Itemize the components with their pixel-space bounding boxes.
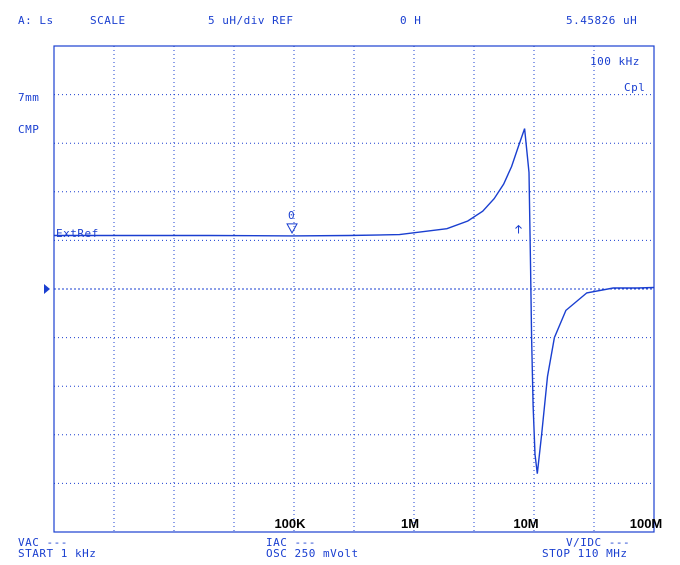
marker-1-arrow-icon — [515, 224, 522, 234]
scale-value: 5 uH/div REF — [208, 14, 293, 27]
marker-0: 0 — [286, 209, 298, 234]
x-tick-100m: 100M — [630, 516, 663, 531]
vac-label: VAC --- — [18, 536, 68, 549]
osc-label: OSC 250 mVolt — [266, 547, 359, 560]
right-mid-label: Cpl — [624, 81, 645, 94]
marker-triangle-icon — [286, 223, 298, 234]
iac-label: IAC --- — [266, 536, 316, 549]
marker-1-arrow-path — [515, 224, 522, 234]
ref-value: 0 H — [400, 14, 421, 27]
extref-label: ExtRef — [56, 227, 99, 240]
marker-value: 5.45826 uH — [566, 14, 637, 27]
scale-label: SCALE — [90, 14, 126, 27]
x-tick-1m: 1M — [401, 516, 419, 531]
marker-id-label: 0 — [288, 209, 295, 222]
x-tick-100k: 100K — [274, 516, 306, 531]
start-label: START 1 kHz — [18, 547, 96, 560]
left-top-label: 7mm — [18, 91, 39, 104]
grid — [54, 46, 654, 532]
reference-pointer-icon — [44, 284, 50, 294]
left-mid-label: CMP — [18, 123, 39, 136]
stop-label: STOP 110 MHz — [542, 547, 627, 560]
vidc-label: V/IDC --- — [566, 536, 630, 549]
x-tick-10m: 10M — [513, 516, 538, 531]
channel-label: A: Ls — [18, 14, 54, 27]
right-top-label: 100 kHz — [590, 55, 640, 68]
trace-line — [54, 128, 655, 474]
